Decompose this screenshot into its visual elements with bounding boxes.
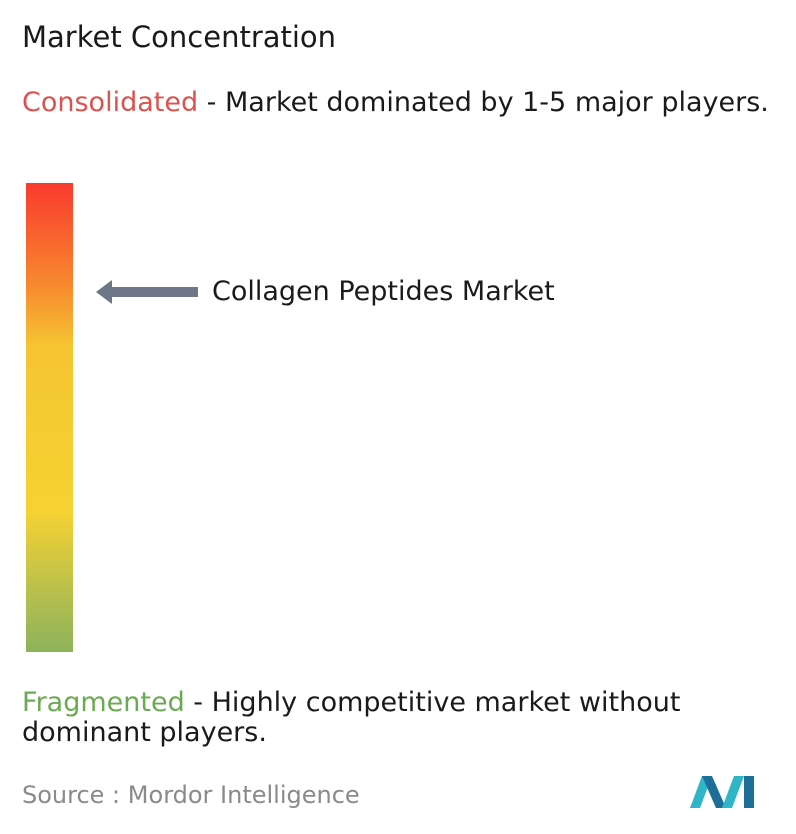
source-label: Source : [22, 781, 121, 809]
consolidated-label: Consolidated [22, 87, 199, 118]
consolidated-description: - Market dominated by 1-5 major players. [198, 87, 769, 118]
logo-part [722, 776, 744, 808]
arrow-shape [96, 280, 198, 304]
fragmented-label: Fragmented [22, 687, 185, 718]
logo-part [744, 776, 754, 808]
source: Source : Mordor Intelligence [22, 781, 360, 809]
fragmented-description: - Highly competitive market without domi… [22, 687, 681, 748]
logo [690, 776, 754, 808]
logo-part [702, 776, 726, 808]
fragmented-text: Fragmented - Highly competitive market w… [22, 688, 792, 748]
title: Market Concentration [22, 20, 337, 54]
concentration-scale [26, 183, 73, 652]
consolidated-text: Consolidated - Market dominated by 1-5 m… [22, 88, 792, 118]
source-name: Mordor Intelligence [127, 781, 360, 809]
arrow [96, 280, 198, 304]
market-label: Collagen Peptides Market [212, 276, 555, 307]
